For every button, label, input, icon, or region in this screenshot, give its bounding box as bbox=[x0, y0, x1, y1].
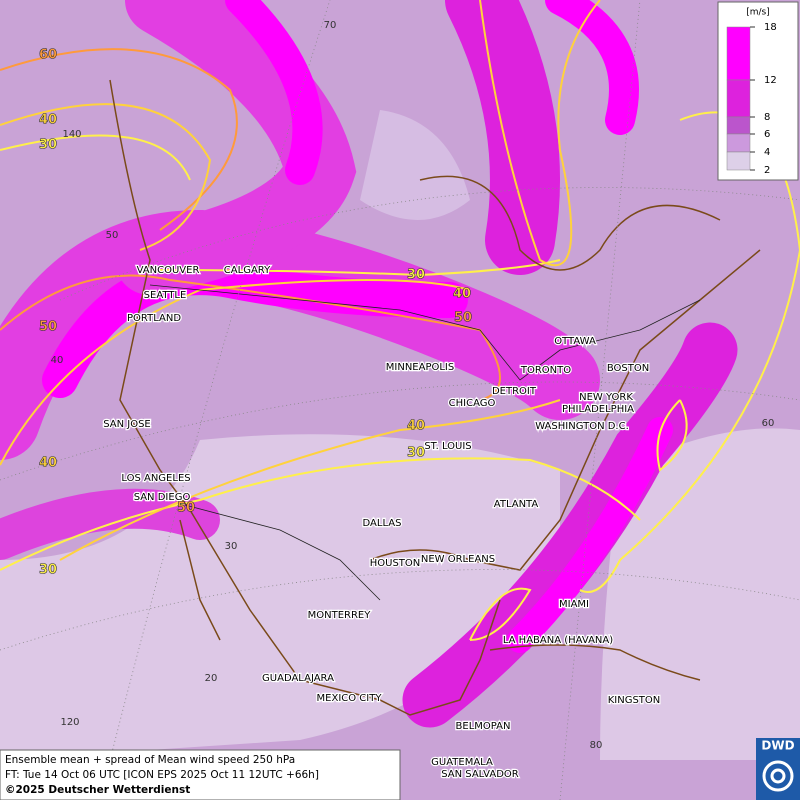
grid-label: 30 bbox=[225, 541, 238, 552]
city-label: ATLANTA bbox=[494, 499, 539, 510]
grid-label: 120 bbox=[60, 717, 79, 728]
city-label: LOS ANGELES bbox=[121, 473, 190, 484]
contour-label: 50 bbox=[177, 501, 195, 516]
legend-swatch bbox=[726, 79, 751, 118]
legend-swatch bbox=[726, 151, 751, 171]
grid-label: 80 bbox=[590, 740, 603, 751]
footer-title: Ensemble mean + spread of Mean wind spee… bbox=[5, 754, 295, 766]
city-label: GUATEMALA bbox=[431, 757, 493, 768]
contour-label: 40 bbox=[407, 419, 425, 434]
grid-label: 40 bbox=[51, 355, 64, 366]
borders bbox=[149, 284, 701, 601]
legend-swatch bbox=[726, 116, 751, 135]
city-label: WASHINGTON D.C. bbox=[535, 421, 629, 432]
grid-label: 70 bbox=[324, 20, 337, 31]
contour-label: 30 bbox=[407, 268, 425, 283]
labels: VANCOUVER CALGARY SEATTLE PORTLAND MINNEAPOL… bbox=[39, 20, 775, 781]
city-label: VANCOUVER bbox=[137, 265, 200, 276]
city-label: LA HABANA (HAVANA) bbox=[503, 635, 613, 646]
legend: [m/s] 18 12 8 6 4 2 bbox=[717, 1, 799, 181]
city-label: SEATTLE bbox=[144, 290, 187, 301]
contour-label: 40 bbox=[39, 456, 57, 471]
contour-label: 30 bbox=[407, 446, 425, 461]
city-label: DETROIT bbox=[492, 386, 537, 397]
city-label: TORONTO bbox=[520, 365, 571, 376]
city-label: SAN SALVADOR bbox=[441, 769, 518, 780]
legend-tick-label: 6 bbox=[764, 129, 770, 140]
city-label: PHILADELPHIA bbox=[562, 404, 634, 415]
city-label: MEXICO CITY bbox=[317, 693, 383, 704]
legend-tick-label: 2 bbox=[764, 165, 770, 176]
contour-label: 40 bbox=[39, 113, 57, 128]
legend-tick-label: 18 bbox=[764, 22, 777, 33]
city-label: BOSTON bbox=[607, 363, 649, 374]
grid-label: 140 bbox=[62, 129, 81, 140]
logo-swirl bbox=[762, 760, 794, 792]
city-label: NEW ORLEANS bbox=[421, 554, 495, 565]
city-label: MONTERREY bbox=[308, 610, 372, 621]
city-label: ST. LOUIS bbox=[424, 441, 471, 452]
city-label: MIAMI bbox=[559, 599, 589, 610]
city-label: NEW YORK bbox=[579, 392, 633, 403]
contour-label: 50 bbox=[39, 320, 57, 335]
city-label: MINNEAPOLIS bbox=[386, 362, 454, 373]
city-label: BELMOPAN bbox=[456, 721, 511, 732]
logo-swirl-inner bbox=[770, 768, 786, 784]
legend-swatch bbox=[726, 133, 751, 153]
logo: DWD bbox=[761, 739, 794, 753]
legend-tick-label: 12 bbox=[764, 75, 777, 86]
city-label: OTTAWA bbox=[554, 336, 596, 347]
contours bbox=[0, 0, 800, 641]
legend-tick-label: 8 bbox=[764, 112, 770, 123]
city-label: SAN DIEGO bbox=[134, 492, 191, 503]
footer-copyright: ©2025 Deutscher Wetterdienst bbox=[5, 784, 190, 796]
grid-label: 60 bbox=[762, 418, 775, 429]
footer-box bbox=[0, 749, 401, 800]
city-label: HOUSTON bbox=[370, 558, 421, 569]
contour-label: 60 bbox=[39, 48, 57, 63]
city-label: CHICAGO bbox=[449, 398, 496, 409]
city-label: KINGSTON bbox=[608, 695, 661, 706]
legend-tick-label: 4 bbox=[764, 147, 770, 158]
legend-unit: [m/s] bbox=[746, 8, 770, 18]
city-label: DALLAS bbox=[363, 518, 402, 529]
contour-label: 30 bbox=[39, 563, 57, 578]
coastlines bbox=[109, 79, 761, 716]
contour-label: 30 bbox=[39, 138, 57, 153]
city-label: CALGARY bbox=[224, 265, 271, 276]
legend-swatch bbox=[726, 26, 751, 81]
city-label: GUADALAJARA bbox=[262, 673, 334, 684]
footer-time: FT: Tue 14 Oct 06 UTC [ICON EPS 2025 Oct… bbox=[5, 769, 319, 781]
grid-label: 20 bbox=[205, 673, 218, 684]
city-label: PORTLAND bbox=[127, 313, 181, 324]
contour-label: 40 bbox=[453, 287, 471, 302]
grid-label: 50 bbox=[106, 230, 119, 241]
contour-label: 50 bbox=[454, 311, 472, 326]
city-label: SAN JOSE bbox=[103, 419, 151, 430]
